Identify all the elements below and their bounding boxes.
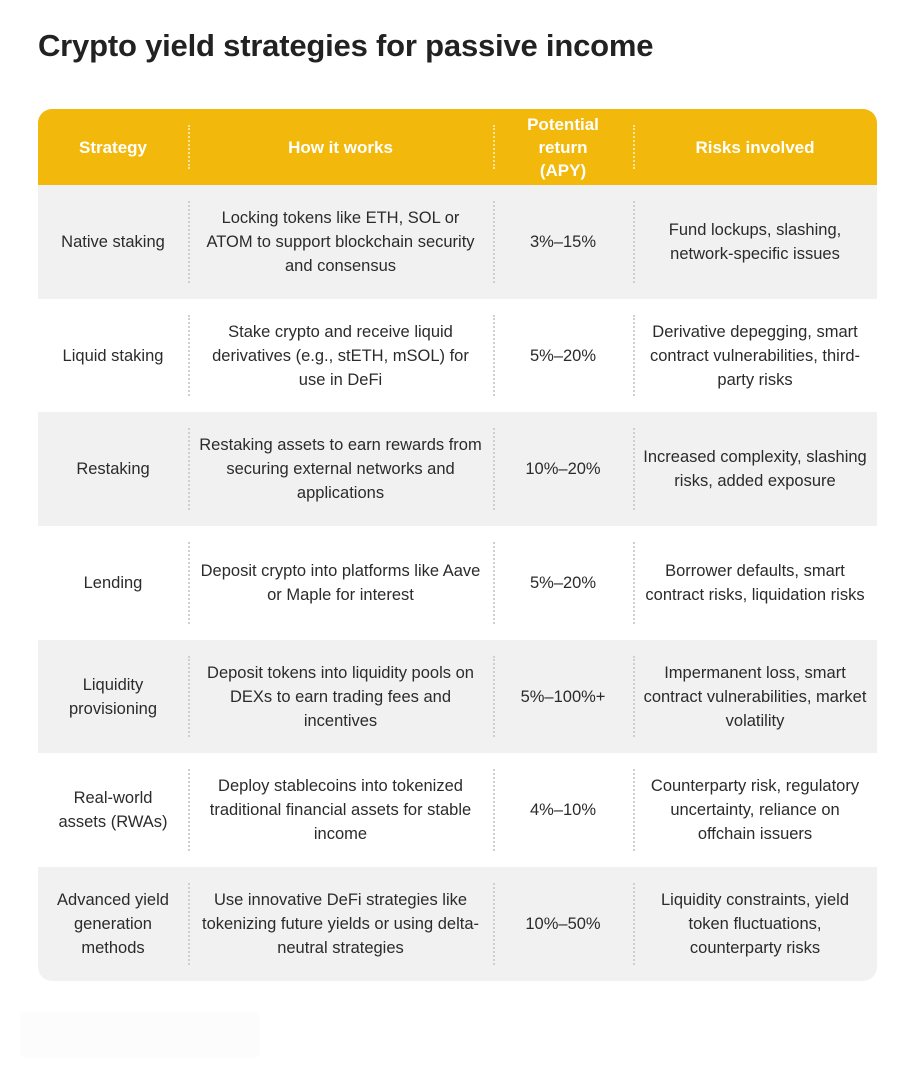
cell-how-it-works: Deploy stablecoins into tokenized tradit… [188, 753, 493, 867]
table-row: Liquidity provisioning Deposit tokens in… [38, 639, 877, 754]
header-strategy: Strategy [78, 137, 148, 157]
cell-risks: Increased complexity, slashing risks, ad… [633, 412, 877, 526]
table-row: Real-world assets (RWAs) Deploy stableco… [38, 753, 877, 868]
cell-apy: 3%–15% [493, 185, 633, 299]
page-title: Crypto yield strategies for passive inco… [38, 28, 654, 63]
cell-how-it-works: Deposit tokens into liquidity pools on D… [188, 640, 493, 754]
cell-how-it-works: Stake crypto and receive liquid derivati… [188, 299, 493, 413]
table-row: Liquid staking Stake crypto and receive … [38, 298, 877, 413]
cell-apy: 5%–20% [493, 299, 633, 413]
table-row: Advanced yield generation methods Use in… [38, 867, 877, 981]
cell-apy: 5%–100%+ [493, 640, 633, 754]
cell-strategy: Native staking [61, 232, 165, 251]
cell-how-it-works: Use innovative DeFi strategies like toke… [188, 867, 493, 981]
cell-strategy: Restaking [76, 460, 150, 479]
cell-how-it-works: Locking tokens like ETH, SOL or ATOM to … [188, 185, 493, 299]
cell-strategy: Real-world assets (RWAs) [58, 789, 168, 832]
cell-risks: Fund lockups, slashing, network-specific… [633, 185, 877, 299]
cell-risks: Counterparty risk, regulatory uncertaint… [633, 753, 877, 867]
cell-apy: 10%–20% [493, 412, 633, 526]
header-risks: Risks involved [633, 109, 877, 185]
watermark-logo [20, 1012, 260, 1058]
cell-risks: Derivative depegging, smart contract vul… [633, 299, 877, 413]
cell-strategy: Lending [83, 573, 143, 592]
cell-strategy: Advanced yield generation methods [57, 890, 169, 957]
strategy-table: Strategy How it works Potential return (… [38, 109, 877, 981]
table-header: Strategy How it works Potential return (… [38, 109, 877, 185]
header-potential-return: Potential return (APY) [493, 109, 633, 185]
cell-how-it-works: Deposit crypto into platforms like Aave … [188, 526, 493, 640]
cell-strategy: Liquid staking [62, 346, 164, 365]
cell-how-it-works: Restaking assets to earn rewards from se… [188, 412, 493, 526]
header-how-it-works: How it works [188, 109, 493, 185]
cell-risks: Liquidity constraints, yield token fluct… [633, 867, 877, 981]
cell-apy: 10%–50% [493, 867, 633, 981]
cell-apy: 4%–10% [493, 753, 633, 867]
cell-risks: Borrower defaults, smart contract risks,… [633, 526, 877, 640]
table-row: Native staking Locking tokens like ETH, … [38, 185, 877, 299]
table-row: Lending Deposit crypto into platforms li… [38, 526, 877, 640]
cell-risks: Impermanent loss, smart contract vulnera… [633, 640, 877, 754]
table-row: Restaking Restaking assets to earn rewar… [38, 412, 877, 527]
cell-apy: 5%–20% [493, 526, 633, 640]
cell-strategy: Liquidity provisioning [68, 675, 158, 718]
